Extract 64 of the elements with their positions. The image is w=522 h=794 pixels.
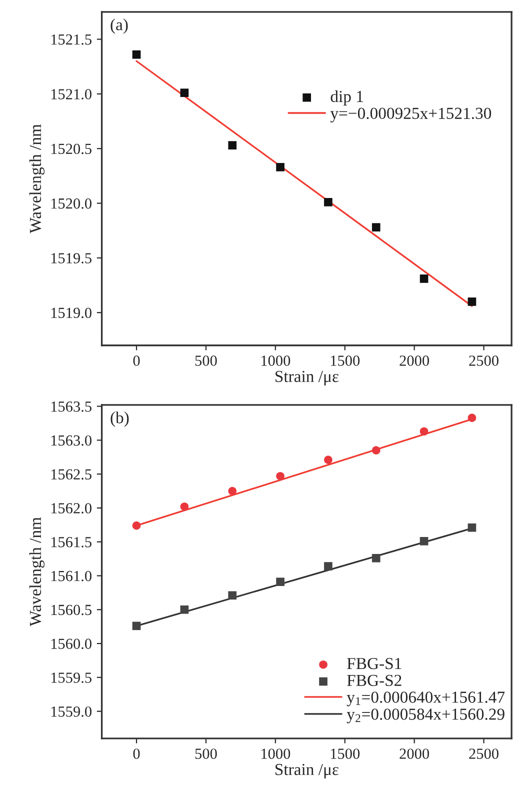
x-tick-label: 1000 (261, 748, 290, 759)
point (468, 523, 476, 532)
x-tick-label: 2500 (469, 748, 498, 759)
y-tick-label: 1519.0 (51, 308, 92, 318)
point (180, 605, 189, 614)
x-tick-label: 0 (133, 748, 140, 759)
y-tick-label: 1520.5 (51, 144, 92, 154)
point (324, 456, 332, 464)
y-tick-label: 1521.5 (51, 34, 92, 45)
point (420, 274, 428, 283)
y-axis-title: Wavelength /nm (29, 517, 44, 626)
point (276, 472, 284, 480)
legend-label: y$_{2}$=0.000584x+1560.29 (346, 708, 504, 724)
point (228, 591, 237, 600)
legend-label: FBG-S1 (347, 658, 402, 670)
point (324, 198, 332, 206)
y-tick-label: 1519.5 (51, 253, 92, 264)
point (132, 50, 141, 59)
x-tick-label: 1500 (330, 356, 360, 366)
point (468, 297, 476, 306)
y-tick-label: 1559.0 (51, 706, 92, 717)
x-axis-title: Strain /με (276, 764, 338, 778)
point (276, 163, 284, 172)
point (372, 554, 380, 562)
x-tick-label: 1500 (330, 748, 360, 759)
y-tick-label: 1520.0 (51, 198, 92, 209)
y-tick-label: 1521.0 (51, 89, 92, 100)
point (324, 562, 332, 570)
x-tick-label: 500 (195, 356, 217, 366)
y-tick-label: 1560.0 (51, 638, 92, 650)
y-tick-label: 1562.5 (51, 469, 92, 480)
y-tick-label: 1563.5 (51, 401, 92, 412)
x-tick-label: 2000 (400, 356, 430, 366)
point (228, 486, 237, 496)
legend-label: dip 1 (330, 90, 363, 106)
point (468, 414, 476, 422)
point (420, 427, 428, 436)
y-axis-title: Wavelength /nm (29, 124, 44, 234)
point (132, 521, 141, 530)
x-tick-label: 500 (195, 748, 217, 759)
point (228, 141, 237, 150)
y-tick-label: 1562.0 (51, 503, 92, 514)
x-tick-label: 2000 (400, 748, 430, 759)
annotation: (a) (110, 18, 128, 34)
y-tick-label: 1560.5 (51, 604, 92, 616)
y-tick-label: 1561.0 (51, 570, 92, 582)
legend-label: y$_{1}$=0.000640x+1561.47 (346, 692, 505, 706)
annotation: (b) (110, 412, 129, 427)
legend-label: y=−0.000925x+1521.30 (330, 108, 492, 122)
y-tick-label: 1559.5 (51, 672, 92, 683)
legend-label: FBG-S2 (347, 674, 402, 686)
point (276, 578, 284, 586)
x-tick-label: 2500 (469, 356, 498, 366)
x-tick-label: 1000 (261, 356, 290, 366)
point (420, 537, 428, 546)
point (132, 622, 141, 630)
point (372, 446, 380, 455)
point (180, 502, 189, 511)
x-axis-title: Strain /με (276, 370, 338, 386)
x-tick-label: 0 (133, 356, 140, 366)
y-tick-label: 1561.5 (51, 537, 92, 548)
y-tick-label: 1563.0 (51, 435, 92, 446)
point (372, 223, 380, 232)
point (180, 88, 189, 97)
